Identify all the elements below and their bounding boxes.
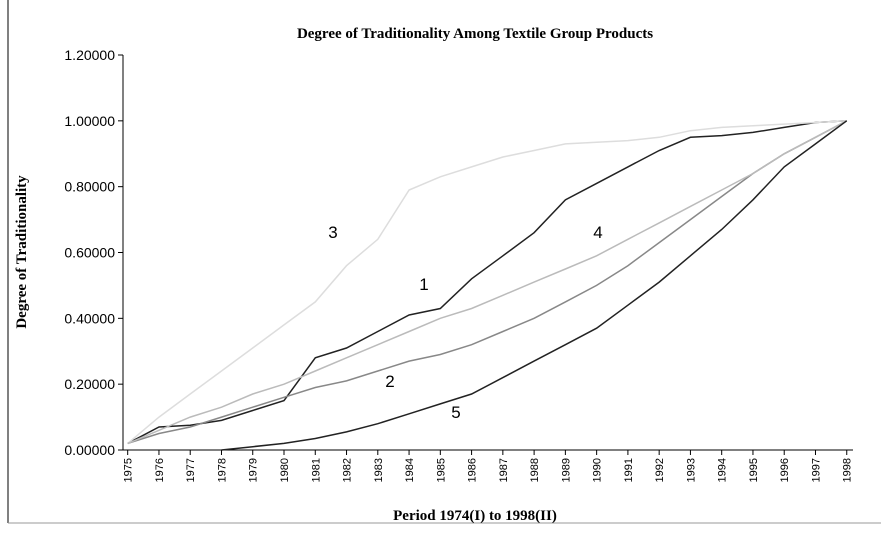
x-tick-label: 1994 [717,458,729,482]
x-tick-label: 1987 [498,458,510,482]
series-label: 5 [451,403,460,422]
series-line [127,120,848,445]
series-line [127,120,847,444]
y-axis-label: Degree of Traditionality [14,175,30,329]
x-tick-label: 1979 [248,458,260,482]
y-tick-label: 0.60000 [64,245,115,261]
x-tick-label: 1980 [279,458,291,482]
x-tick-label: 1996 [779,458,791,482]
x-tick-label: 1975 [123,458,135,482]
x-tick-label: 1990 [592,458,604,482]
y-tick-label: 0.00000 [64,442,115,458]
x-tick-label: 1981 [310,458,322,482]
x-tick-label: 1997 [810,458,822,482]
y-tick-label: 1.20000 [64,47,115,63]
x-tick-label: 1991 [623,458,635,482]
y-tick-label: 0.40000 [64,310,115,326]
y-tick-label: 0.20000 [64,376,115,392]
x-tick-label: 1998 [842,458,854,482]
x-tick-label: 1985 [435,458,447,482]
y-tick-label: 1.00000 [64,113,115,129]
series-label: 1 [419,275,428,294]
x-tick-label: 1983 [373,458,385,482]
x-tick-label: 1986 [467,458,479,482]
x-axis-label: Period 1974(I) to 1998(II) [393,508,557,524]
series-label: 2 [385,372,394,391]
x-tick-label: 1978 [216,458,228,482]
series-label: 4 [593,223,602,242]
x-tick-label: 1992 [654,458,666,482]
series-label: 3 [328,223,337,242]
chart-title: Degree of Traditionality Among Textile G… [297,26,653,42]
x-tick-label: 1982 [342,458,354,482]
x-tick-label: 1977 [185,458,197,482]
x-tick-label: 1995 [748,458,760,482]
y-tick-label: 0.80000 [64,179,115,195]
x-tick-label: 1993 [685,458,697,482]
series-line [221,120,848,451]
x-tick-label: 1988 [529,458,541,482]
series-line [127,120,848,445]
x-tick-label: 1976 [154,458,166,482]
x-tick-label: 1989 [560,458,572,482]
series-line [127,120,847,445]
x-tick-label: 1984 [404,458,416,482]
